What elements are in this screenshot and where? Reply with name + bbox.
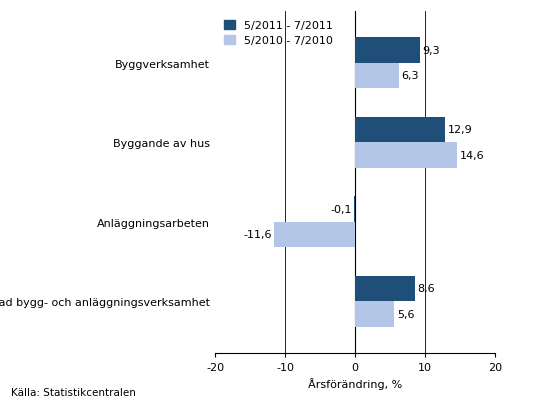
Text: 14,6: 14,6 xyxy=(459,150,484,160)
Bar xyxy=(355,63,399,89)
Bar xyxy=(355,38,420,63)
Text: 9,3: 9,3 xyxy=(422,46,440,56)
Bar xyxy=(355,276,415,302)
Text: -0,1: -0,1 xyxy=(330,205,352,215)
Text: Källa: Statistikcentralen: Källa: Statistikcentralen xyxy=(11,387,136,397)
Bar xyxy=(274,222,355,247)
Text: 8,6: 8,6 xyxy=(417,284,435,294)
Text: 5,6: 5,6 xyxy=(397,309,414,319)
X-axis label: Årsförändring, %: Årsförändring, % xyxy=(308,377,402,389)
Text: 6,3: 6,3 xyxy=(401,71,419,81)
Text: 12,9: 12,9 xyxy=(448,125,472,135)
Bar xyxy=(355,143,457,168)
Text: -11,6: -11,6 xyxy=(243,230,272,240)
Legend: 5/2011 - 7/2011, 5/2010 - 7/2010: 5/2011 - 7/2011, 5/2010 - 7/2010 xyxy=(221,18,336,49)
Bar xyxy=(355,117,445,143)
Bar xyxy=(355,302,394,327)
